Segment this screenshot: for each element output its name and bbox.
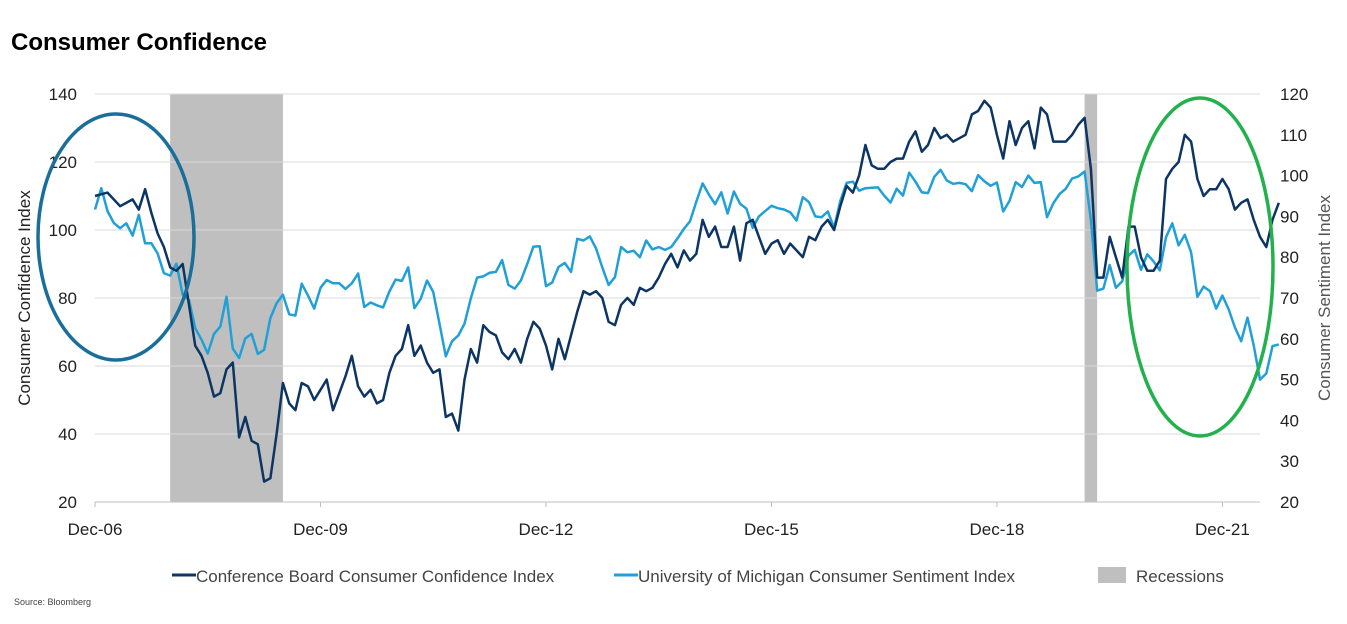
x-tick-label: Dec-12 — [519, 520, 574, 539]
right-tick-label: 60 — [1280, 330, 1299, 349]
legend-swatch-box — [1098, 567, 1126, 583]
right-tick-label: 120 — [1280, 85, 1308, 104]
right-tick-label: 80 — [1280, 248, 1299, 267]
x-tick-label: Dec-09 — [293, 520, 348, 539]
right-tick-label: 90 — [1280, 207, 1299, 226]
conference-board-line — [94, 99, 1280, 483]
gridlines — [95, 93, 1260, 435]
annotation-ellipses — [36, 96, 1275, 438]
left-tick-label: 40 — [58, 425, 77, 444]
source-note: Source: Bloomberg — [14, 597, 91, 607]
legend: Conference Board Consumer Confidence Ind… — [172, 567, 1224, 586]
left-tick-label: 60 — [58, 357, 77, 376]
right-tick-label: 20 — [1280, 493, 1299, 512]
right-tick-label: 100 — [1280, 167, 1308, 186]
right-tick-label: 110 — [1280, 126, 1307, 145]
left-tick-label: 80 — [58, 289, 77, 308]
right-tick-label: 40 — [1280, 411, 1299, 430]
left-tick-label: 100 — [49, 221, 77, 240]
chart-title: Consumer Confidence — [11, 29, 267, 56]
right-tick-label: 30 — [1280, 452, 1299, 471]
michigan-sentiment-line — [93, 168, 1280, 381]
x-tick-label: Dec-21 — [1195, 520, 1250, 539]
axes: 2040608010012014020304050607080901001101… — [49, 85, 1309, 539]
series-lines — [93, 99, 1280, 483]
highlight-ellipse-end — [1125, 96, 1275, 438]
x-tick-label: Dec-15 — [744, 520, 799, 539]
right-axis-label: Consumer Sentiment Index — [1315, 195, 1334, 401]
legend-label: Recessions — [1136, 567, 1224, 586]
legend-label: Conference Board Consumer Confidence Ind… — [196, 567, 555, 586]
left-axis-label: Consumer Confidence Index — [15, 190, 34, 406]
highlight-ellipse-start — [36, 112, 196, 362]
right-tick-label: 50 — [1280, 371, 1299, 390]
right-tick-label: 70 — [1280, 289, 1299, 308]
x-tick-label: Dec-06 — [68, 520, 123, 539]
left-tick-label: 140 — [49, 85, 77, 104]
left-tick-label: 20 — [58, 493, 77, 512]
x-tick-label: Dec-18 — [970, 520, 1025, 539]
legend-label: University of Michigan Consumer Sentimen… — [638, 567, 1015, 586]
